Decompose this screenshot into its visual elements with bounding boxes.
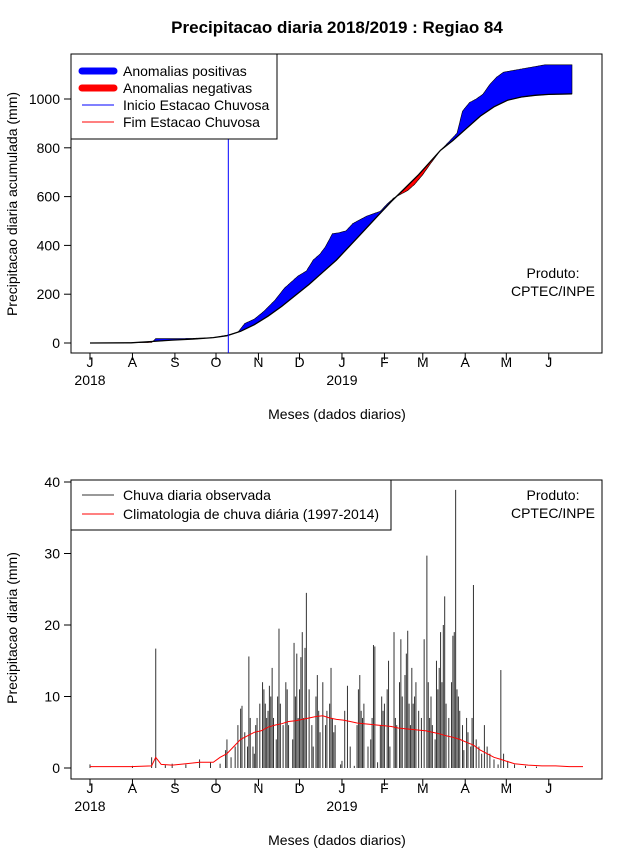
bottom-annotation-line-1: Produto: xyxy=(527,487,580,503)
top-x-tick-label: S xyxy=(170,354,179,370)
legend-label-negative: Anomalias negativas xyxy=(123,80,252,96)
top-x-tick-label: M xyxy=(500,354,512,370)
daily-bars xyxy=(89,489,537,768)
top-y-tick-label: 200 xyxy=(37,286,61,302)
bottom-y-tick-label: 30 xyxy=(44,546,60,562)
top-legend: Anomalias positivas Anomalias negativas … xyxy=(70,53,278,140)
climatology-accumulated-line xyxy=(89,93,573,344)
bottom-legend: Chuva diaria observada Climatologia de c… xyxy=(70,479,392,531)
bottom-legend-box xyxy=(70,479,392,531)
top-annotation-line-2: CPTEC/INPE xyxy=(511,283,595,299)
bottom-x-tick-label: J xyxy=(338,780,345,796)
climatology-line-group xyxy=(90,715,583,768)
top-x-tick-label: A xyxy=(461,354,471,370)
positive-anomaly-area xyxy=(238,195,398,333)
top-y-axis: 0 200 400 600 800 1000 xyxy=(29,91,71,351)
top-x-tick-label: A xyxy=(128,354,138,370)
legend-label-positive: Anomalias positivas xyxy=(123,63,247,79)
legend-label-climatology: Climatologia de chuva diária (1997-2014) xyxy=(123,506,379,522)
top-x-tick-label: J xyxy=(87,354,94,370)
bottom-x-tick-label: M xyxy=(500,780,512,796)
bottom-y-tick-label: 40 xyxy=(44,474,60,490)
bottom-y-axis: 0 10 20 30 40 xyxy=(44,474,71,776)
bottom-x-tick-label: S xyxy=(170,780,179,796)
bottom-x-tick-label: J xyxy=(545,780,552,796)
bottom-x-tick-label: D xyxy=(294,780,304,796)
bottom-x-tick-label: A xyxy=(128,780,138,796)
bottom-x-tick-label: A xyxy=(461,780,471,796)
top-year-label: 2018 xyxy=(74,372,105,388)
bottom-x-tick-label: M xyxy=(417,780,429,796)
climatology-line xyxy=(90,715,583,768)
top-y-tick-label: 800 xyxy=(37,140,61,156)
top-x-tick-label: D xyxy=(294,354,304,370)
bottom-year-label: 2019 xyxy=(326,798,357,814)
positive-anomaly-area xyxy=(440,64,573,151)
accumulated-chart: 0 200 400 600 800 1000 J A S O N D J F M A M J 2018 2019 P… xyxy=(4,53,603,422)
top-x-tick-label: F xyxy=(380,354,389,370)
chart-title: Precipitacao diaria 2018/2019 : Regiao 8… xyxy=(171,18,503,37)
legend-label-observed: Chuva diaria observada xyxy=(123,487,271,503)
top-x-tick-label: O xyxy=(211,354,222,370)
top-x-tick-label: N xyxy=(253,354,263,370)
series-lines xyxy=(89,93,573,353)
bottom-y-tick-label: 10 xyxy=(44,689,60,705)
top-y-axis-title: Precipitacao diaria acumulada (mm) xyxy=(4,92,20,316)
bottom-x-tick-label: F xyxy=(380,780,389,796)
legend-label-end: Fim Estacao Chuvosa xyxy=(123,114,260,130)
bottom-y-tick-label: 0 xyxy=(52,760,60,776)
top-x-axis-title: Meses (dados diarios) xyxy=(268,406,406,422)
top-plot-frame xyxy=(70,53,603,354)
top-x-tick-label: J xyxy=(338,354,345,370)
bottom-x-tick-label: O xyxy=(211,780,222,796)
bottom-x-axis-title: Meses (dados diarios) xyxy=(268,832,406,848)
top-y-tick-label: 400 xyxy=(37,237,61,253)
bottom-x-tick-label: N xyxy=(253,780,263,796)
top-annotation-line-1: Produto: xyxy=(527,265,580,281)
top-year-label: 2019 xyxy=(326,372,357,388)
top-x-tick-label: M xyxy=(417,354,429,370)
legend-label-start: Inicio Estacao Chuvosa xyxy=(123,97,270,113)
daily-chart: 0 10 20 30 40 J A S O N D J F M A M J 2018 2019 Precipita… xyxy=(4,474,603,848)
bottom-y-axis-title: Precipitacao diaria (mm) xyxy=(4,552,20,704)
top-y-tick-label: 0 xyxy=(52,335,60,351)
bottom-x-tick-label: J xyxy=(87,780,94,796)
bottom-y-tick-label: 20 xyxy=(44,617,60,633)
top-x-tick-label: J xyxy=(545,354,552,370)
top-y-tick-label: 600 xyxy=(37,189,61,205)
top-x-axis: J A S O N D J F M A M J 2018 2019 xyxy=(74,353,552,388)
bottom-year-label: 2018 xyxy=(74,798,105,814)
bottom-annotation-line-2: CPTEC/INPE xyxy=(511,505,595,521)
top-y-tick-label: 1000 xyxy=(29,91,60,107)
bottom-x-axis: J A S O N D J F M A M J 2018 2019 xyxy=(74,779,552,814)
